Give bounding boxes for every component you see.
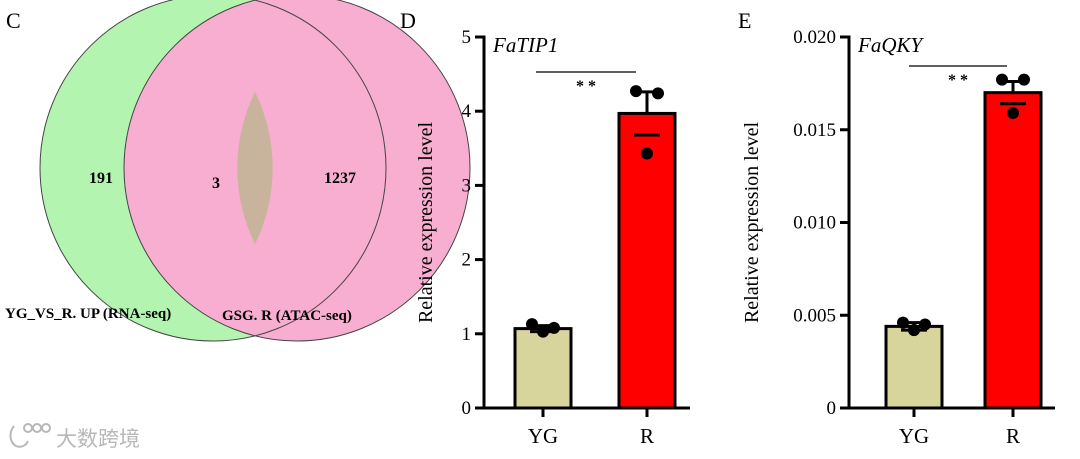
bar-r [983, 91, 1043, 410]
y-tick-label: 0.005 [793, 305, 836, 326]
venn-overlap-region [237, 91, 273, 245]
venn-set-a-label: YG_VS_R. UP (RNA-seq) [5, 306, 171, 322]
y-tick-label: 0.020 [793, 27, 836, 48]
panel-letter-c: C [6, 8, 21, 33]
x-tick-label: R [1006, 424, 1020, 448]
significance-marker: * * [948, 72, 968, 89]
data-point [919, 318, 931, 331]
y-tick-label: 0.015 [793, 120, 836, 141]
watermark-logo-icon [9, 423, 51, 448]
bar-chart-fatip1: D Relative expression level YG R 0 1 2 3 4 5 FaTIP… [400, 8, 690, 448]
y-tick-label: 1 [462, 324, 472, 345]
bar-yg [884, 324, 944, 410]
y-axis-label: Relative expression level [415, 122, 437, 323]
panel-letter: D [400, 8, 416, 33]
venn-set-b-circle [124, 0, 470, 341]
significance-marker: * * [576, 78, 596, 95]
chart-title: FaQKY [857, 33, 925, 57]
data-point [548, 321, 560, 334]
x-tick-label: YG [528, 424, 558, 448]
watermark: 大数跨境 [9, 423, 140, 451]
data-point [652, 87, 664, 100]
y-axis-label: Relative expression level [741, 122, 763, 323]
y-tick-label: 4 [462, 101, 472, 122]
y-tick-label: 0.010 [793, 213, 836, 234]
watermark-text: 大数跨境 [56, 427, 140, 451]
venn-overlap-count: 3 [212, 175, 220, 192]
y-tick-label: 0 [462, 398, 472, 419]
data-point [908, 324, 920, 337]
data-point [641, 147, 653, 160]
venn-set-a-outline [39, 0, 387, 342]
data-point [897, 316, 909, 329]
data-point [996, 73, 1008, 86]
venn-diagram: C 191 3 1237 YG_VS_R. UP (RNA-seq) GSG. … [5, 0, 471, 342]
panel-letter: E [738, 8, 751, 33]
data-point [630, 85, 642, 98]
data-point [537, 325, 549, 338]
venn-set-b-outline [123, 0, 471, 342]
y-tick-label: 2 [462, 250, 472, 271]
data-point [1007, 107, 1019, 120]
x-tick-label: R [640, 424, 654, 448]
data-point [1018, 73, 1030, 86]
venn-set-b-label: GSG. R (ATAC-seq) [222, 308, 352, 324]
bar-chart-faqky: E Relative expression level YG R 0 0.005 0.010… [738, 8, 1055, 448]
x-tick-label: YG [899, 424, 929, 448]
data-point [526, 318, 538, 331]
y-tick-label: 0 [827, 398, 837, 419]
bar-yg [513, 327, 573, 410]
y-tick-label: 3 [462, 175, 472, 196]
venn-set-b-count: 1237 [324, 170, 356, 187]
chart-title: FaTIP1 [492, 33, 558, 57]
y-tick-label: 5 [462, 27, 472, 48]
venn-set-a-count: 191 [89, 170, 113, 187]
